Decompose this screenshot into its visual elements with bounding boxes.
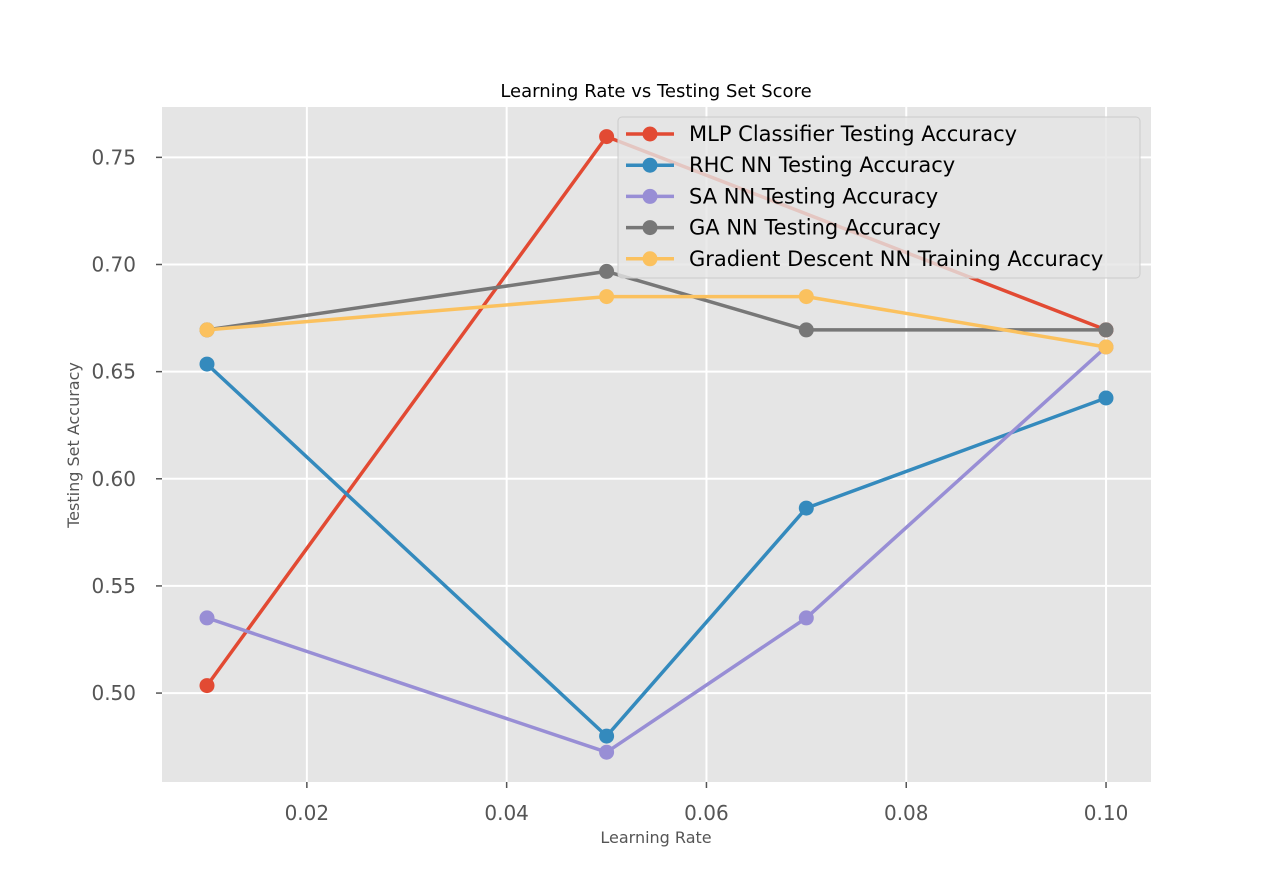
data-point [599,744,615,760]
legend-label: RHC NN Testing Accuracy [689,153,955,177]
data-point [1098,322,1114,338]
legend-swatch-marker [642,251,658,267]
legend-label: Gradient Descent NN Training Accuracy [689,247,1103,271]
x-tick-label: 0.06 [684,801,729,825]
y-tick-label: 0.75 [91,145,136,169]
data-point [199,322,215,338]
x-axis-label: Learning Rate [600,828,711,847]
data-point [798,289,814,305]
data-point [199,678,215,694]
series-lines [199,129,1114,760]
y-tick-label: 0.70 [91,253,136,277]
chart-title: Learning Rate vs Testing Set Score [500,81,811,102]
data-point [1098,339,1114,355]
data-point [599,263,615,279]
data-point [798,322,814,338]
y-tick-label: 0.60 [91,467,136,491]
series-line [206,269,1106,332]
series-line [206,345,1108,754]
data-point [599,289,615,305]
y-tick-label: 0.65 [91,360,136,384]
data-point [199,356,215,372]
series-4 [199,289,1114,355]
legend-label: SA NN Testing Accuracy [689,184,938,208]
series-line [206,294,1107,349]
data-point [1098,390,1114,406]
data-point [599,728,615,744]
y-axis-label: Testing Set Accuracy [64,362,83,529]
y-tick-label: 0.50 [91,681,136,705]
legend-label: GA NN Testing Accuracy [689,216,941,240]
x-tick-label: 0.08 [884,801,929,825]
x-tick-label: 0.02 [285,801,330,825]
legend-swatch-marker [642,126,658,142]
data-point [798,610,814,626]
y-tick-label: 0.55 [91,574,136,598]
legend-swatch-marker [642,220,658,236]
series-1 [199,356,1114,744]
legend-label: MLP Classifier Testing Accuracy [689,122,1017,146]
legend: MLP Classifier Testing Accuracy RHC NN Te… [617,116,1141,279]
series-line [205,362,1107,738]
axis-ticks: 0.02 0.04 0.06 0.08 0.10 0.50 0.55 0.60 0.65 0.70… [91,145,1128,825]
data-point [199,610,215,626]
x-tick-label: 0.04 [484,801,529,825]
legend-swatch-marker [642,188,658,204]
x-tick-label: 0.10 [1084,801,1129,825]
legend-box [617,116,1141,279]
legend-swatch-marker [642,157,658,173]
data-point [798,500,814,516]
data-point [599,129,615,145]
